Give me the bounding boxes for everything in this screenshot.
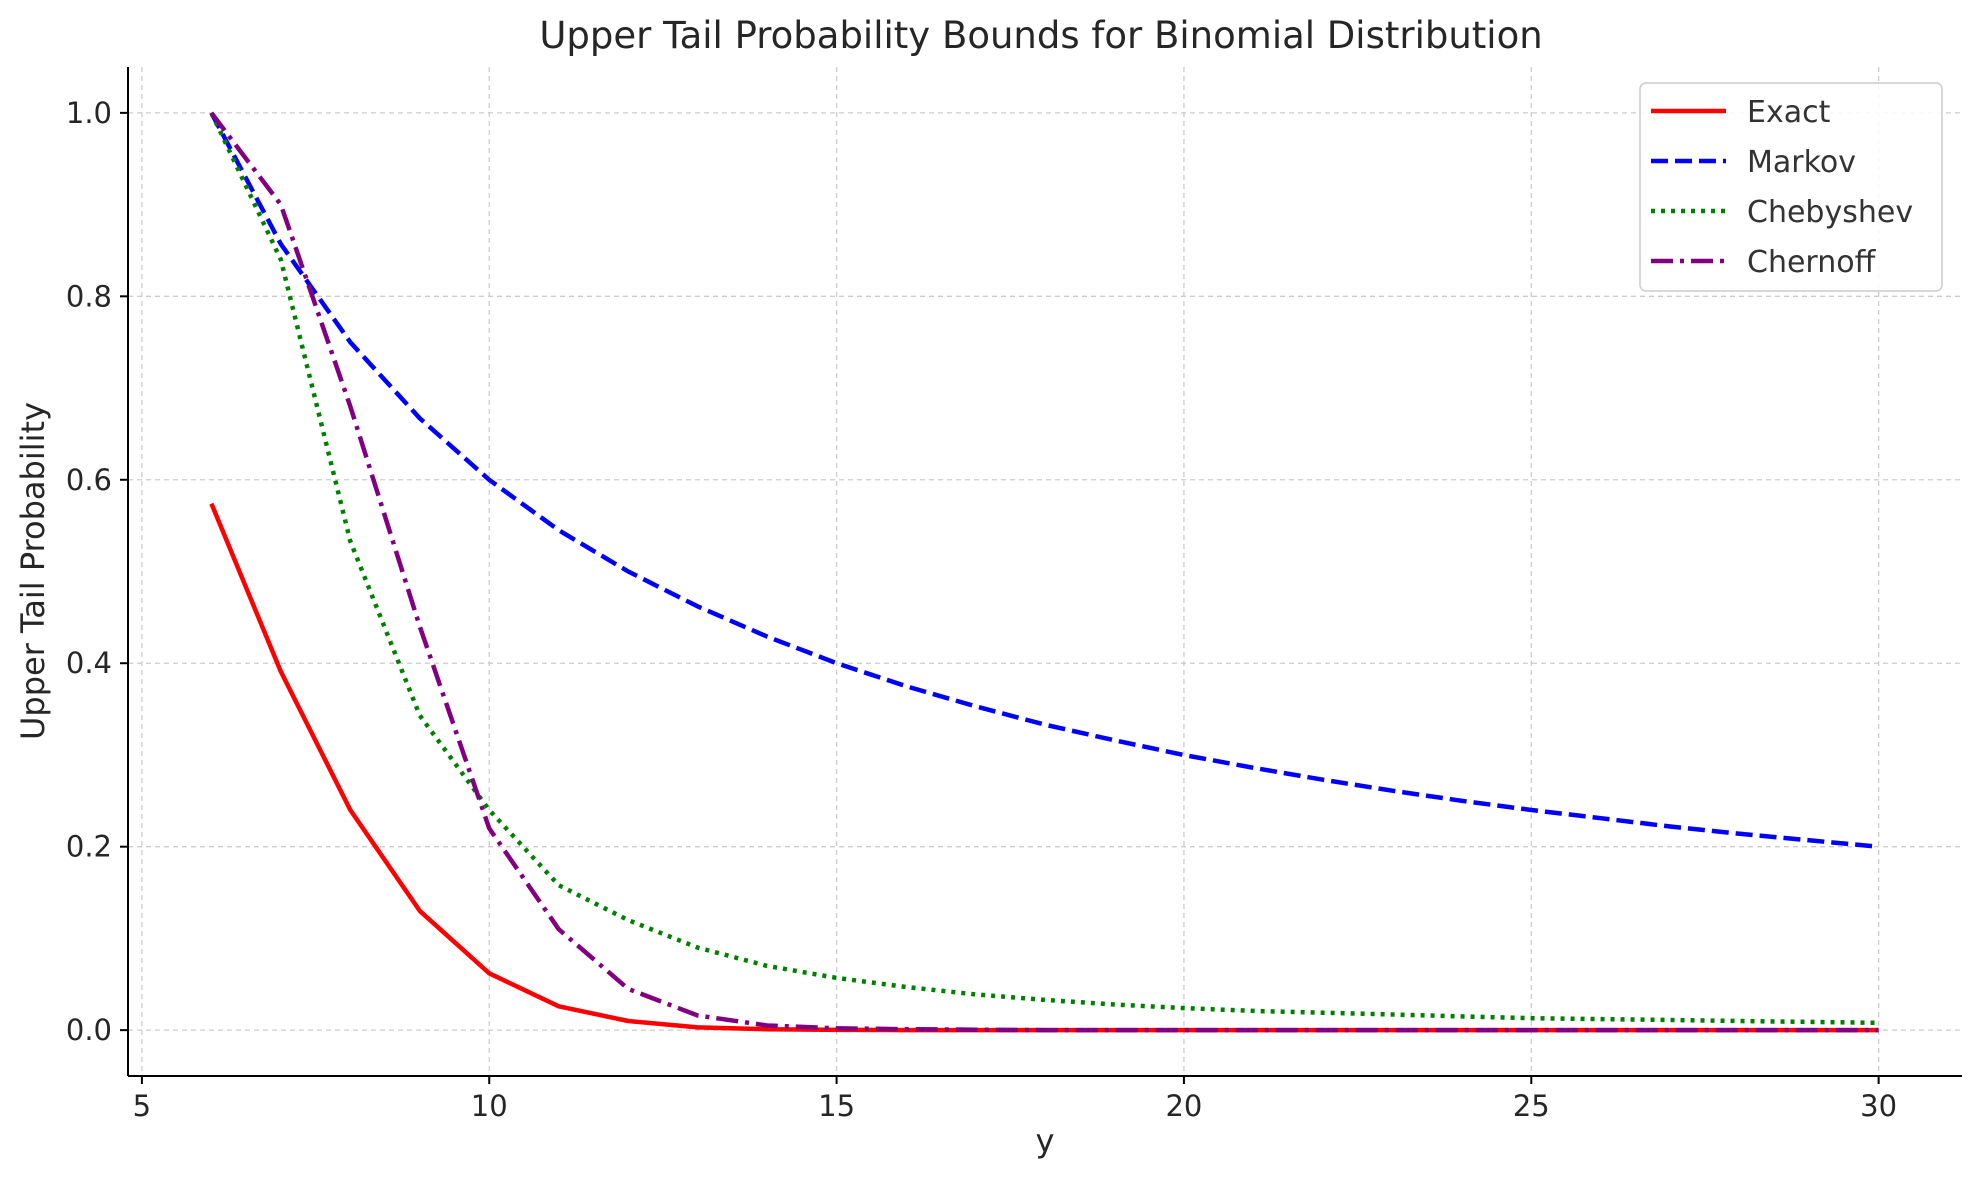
y-axis-ticks: 0.0 0.2 0.4 0.6 0.8 1.0 xyxy=(66,96,128,1047)
y-tick-label: 0.6 xyxy=(66,463,112,497)
x-axis-ticks: 5 10 15 20 25 30 xyxy=(133,1076,1897,1123)
y-tick-label: 0.2 xyxy=(66,830,112,864)
y-tick-label: 0.0 xyxy=(66,1013,112,1047)
x-axis-label: y xyxy=(1036,1122,1055,1160)
legend: Exact Markov Chebyshev Chernoff xyxy=(1639,82,1943,292)
grid-lines xyxy=(128,67,1962,1076)
series-line-markov xyxy=(209,111,1879,849)
legend-label-markov: Markov xyxy=(1747,145,1856,180)
x-tick-label: 15 xyxy=(818,1089,855,1123)
y-tick-label: 1.0 xyxy=(66,96,112,130)
x-tick-label: 5 xyxy=(133,1089,151,1123)
data-series xyxy=(209,111,1879,1033)
legend-label-exact: Exact xyxy=(1747,95,1831,130)
y-tick-label: 0.8 xyxy=(66,279,112,313)
x-tick-label: 30 xyxy=(1860,1089,1897,1123)
x-tick-label: 25 xyxy=(1513,1089,1550,1123)
legend-label-chernoff: Chernoff xyxy=(1747,245,1877,280)
y-axis-label: Upper Tail Probability xyxy=(14,402,52,740)
y-tick-label: 0.4 xyxy=(66,646,112,680)
x-tick-label: 20 xyxy=(1165,1089,1202,1123)
chart-title: Upper Tail Probability Bounds for Binomi… xyxy=(539,14,1542,57)
legend-label-chebyshev: Chebyshev xyxy=(1747,195,1913,230)
axes xyxy=(127,67,1962,1077)
x-tick-label: 10 xyxy=(471,1089,508,1123)
series-line-chebyshev xyxy=(209,111,1879,1026)
legend-box xyxy=(1639,82,1943,292)
series-line-chernoff xyxy=(209,111,1879,1033)
